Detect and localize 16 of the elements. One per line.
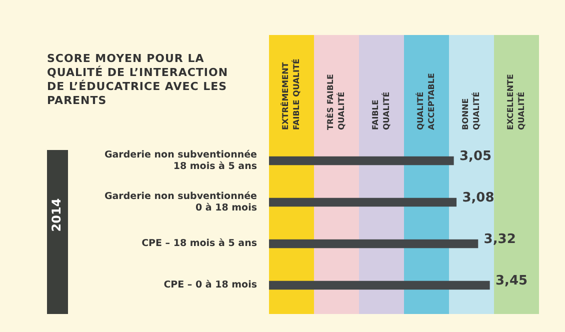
y-tick-label: Garderie non subventionnée 18 mois à 5 ans [104, 150, 258, 172]
band-label: EXTRÊMEMENT FAIBLE QUALITÉ [280, 58, 302, 130]
text: 2014 [50, 198, 64, 232]
y-tick-label: CPE – 0 à 18 mois [164, 280, 258, 291]
data-label: 3,05 [460, 149, 492, 164]
y-tick-label: CPE – 18 mois à 5 ans [142, 238, 258, 250]
band-label: BONNE QUALITÉ [461, 92, 482, 130]
y-tick-label: Garderie non subventionnée 0 à 18 mois [104, 191, 258, 214]
chart-title: SCORE MOYEN POUR LA QUALITÉ DE L’INTERACTION DE L’ÉDUCATRICE AVEC LES PARENTS [47, 52, 230, 108]
band-label: EXCELLENTE QUALITÉ [506, 74, 526, 130]
data-label: 3,32 [484, 232, 516, 248]
band-label: TRÈS FAIBLE QUALITÉ [325, 74, 346, 130]
data-label: 3,08 [462, 190, 494, 206]
band-label: QUALITÉ ACCEPTABLE [415, 73, 436, 130]
data-label: 3,45 [496, 274, 528, 289]
band-label: FAIBLE QUALITÉ [371, 92, 392, 130]
